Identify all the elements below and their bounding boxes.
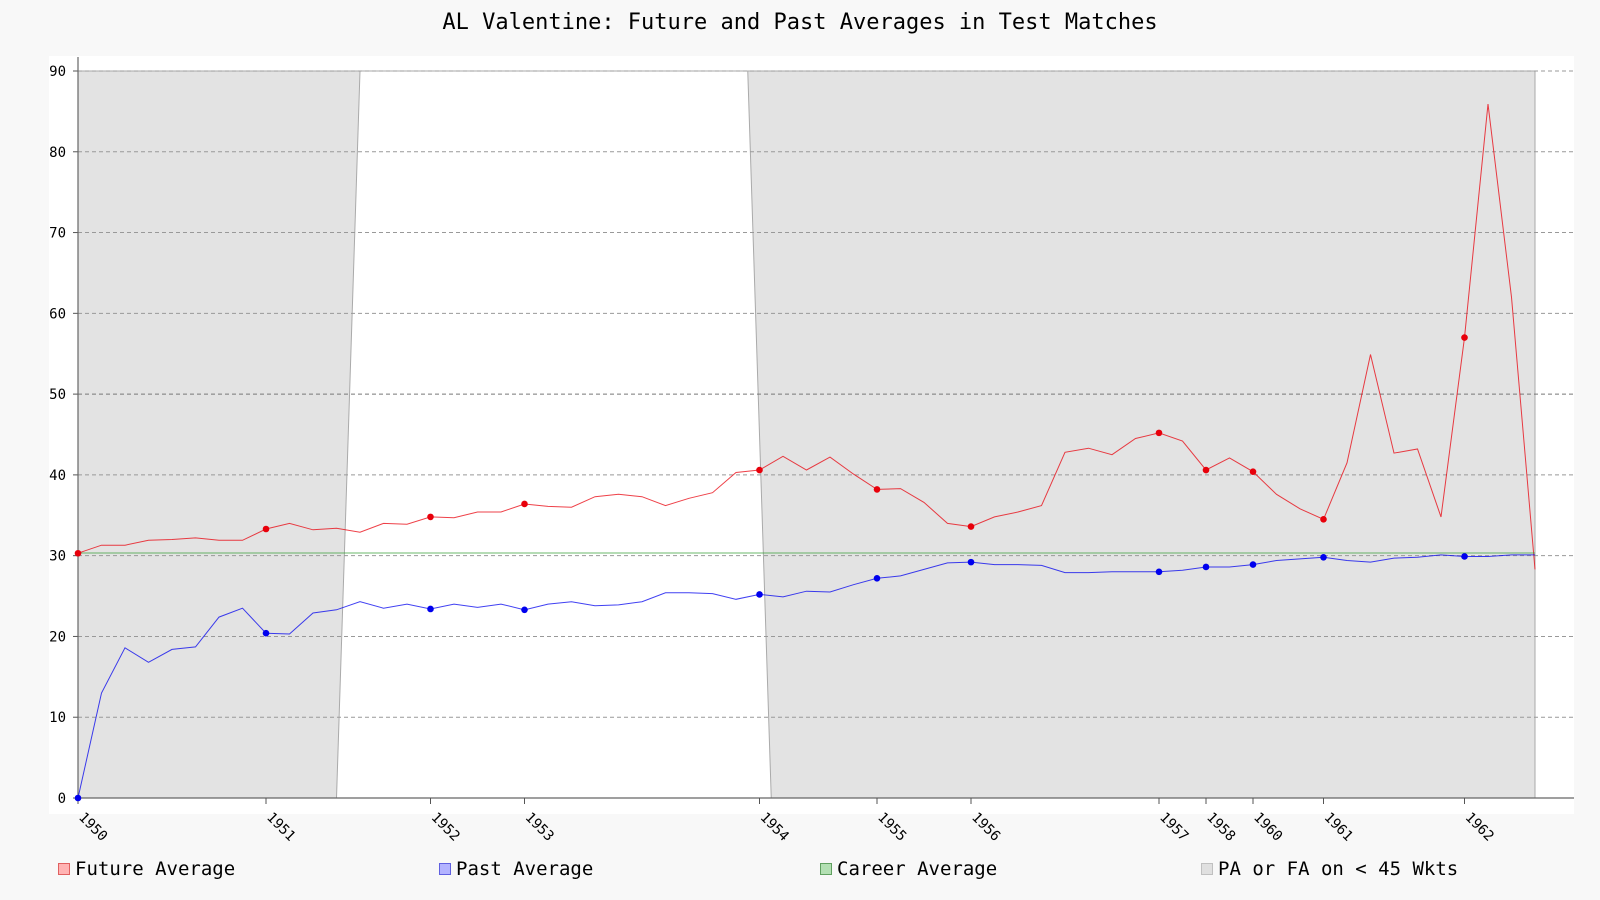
shaded-region-right	[747, 70, 1536, 799]
y-tick-label: 10	[49, 710, 66, 726]
past-average-point	[873, 574, 881, 582]
y-tick-label: 50	[49, 387, 66, 403]
future-average-point	[1202, 466, 1210, 474]
y-tick-label: 40	[49, 468, 66, 484]
x-tick-label: 1953	[522, 810, 557, 845]
x-tick-label: 1954	[757, 810, 792, 845]
future-average-point	[1320, 516, 1327, 523]
past-average-point	[1320, 553, 1327, 561]
legend-swatch-past	[439, 863, 451, 875]
future-average-point	[262, 525, 270, 533]
x-tick-label: 1961	[1321, 810, 1356, 845]
past-average-point	[427, 605, 434, 613]
x-tick-label: 1955	[874, 810, 909, 845]
future-average-point	[1155, 429, 1163, 437]
future-average-point	[873, 486, 881, 493]
future-average-point	[1461, 334, 1468, 341]
legend-item-past-average[interactable]: Past Average	[439, 858, 593, 880]
future-average-point	[756, 466, 763, 474]
legend-swatch-career	[820, 863, 832, 875]
x-tick-label: 1958	[1203, 810, 1238, 845]
shaded-region-left	[77, 70, 361, 799]
past-average-point	[967, 558, 975, 566]
legend-label-shade: PA or FA on < 45 Wkts	[1218, 858, 1459, 880]
x-tick-label: 1956	[968, 810, 1003, 845]
legend-label-career: Career Average	[837, 858, 998, 880]
legend-swatch-future	[58, 863, 70, 875]
past-average-point	[1249, 561, 1257, 568]
chart-title: AL Valentine: Future and Past Averages i…	[442, 10, 1158, 35]
legend-item-career-average[interactable]: Career Average	[820, 858, 997, 880]
x-tick-label: 1951	[263, 810, 298, 845]
legend-item-future-average[interactable]: Future Average	[58, 858, 235, 880]
past-average-point	[1155, 568, 1163, 576]
future-average-point	[1249, 468, 1257, 475]
past-average-point	[262, 629, 270, 637]
past-average-point	[1202, 563, 1210, 571]
future-average-line	[77, 104, 1536, 570]
past-average-line	[77, 554, 1535, 799]
past-average-point	[756, 591, 763, 598]
x-tick-label: 1952	[428, 810, 463, 845]
plot-area: 0 10 20 30 40 50 60 70 80 90 1950 1951 1952 1953 1954 1…	[49, 56, 1574, 845]
x-tick-label: 1957	[1156, 810, 1191, 845]
x-tick-label: 1950	[75, 810, 110, 845]
legend: Future Average Past Average Career Avera…	[0, 858, 1600, 888]
future-average-point	[967, 523, 975, 530]
future-average-point	[427, 513, 434, 521]
y-tick-label: 20	[49, 629, 66, 645]
y-tick-label: 80	[49, 145, 66, 161]
future-average-point	[521, 500, 528, 508]
legend-swatch-shade	[1201, 863, 1213, 875]
past-average-point	[74, 794, 82, 802]
future-average-point	[74, 549, 82, 557]
legend-item-small-sample[interactable]: PA or FA on < 45 Wkts	[1201, 858, 1458, 880]
past-average-point	[521, 606, 528, 614]
y-tick-label: 70	[49, 226, 66, 242]
x-tick-label: 1962	[1462, 810, 1497, 845]
x-tick-label: 1960	[1250, 810, 1285, 845]
y-tick-label: 90	[49, 64, 66, 80]
y-tick-label: 30	[49, 549, 66, 565]
y-tick-label: 0	[58, 791, 66, 807]
past-average-point	[1461, 553, 1468, 560]
y-tick-label: 60	[49, 306, 66, 322]
legend-label-past: Past Average	[456, 858, 594, 880]
legend-label-future: Future Average	[75, 858, 236, 880]
